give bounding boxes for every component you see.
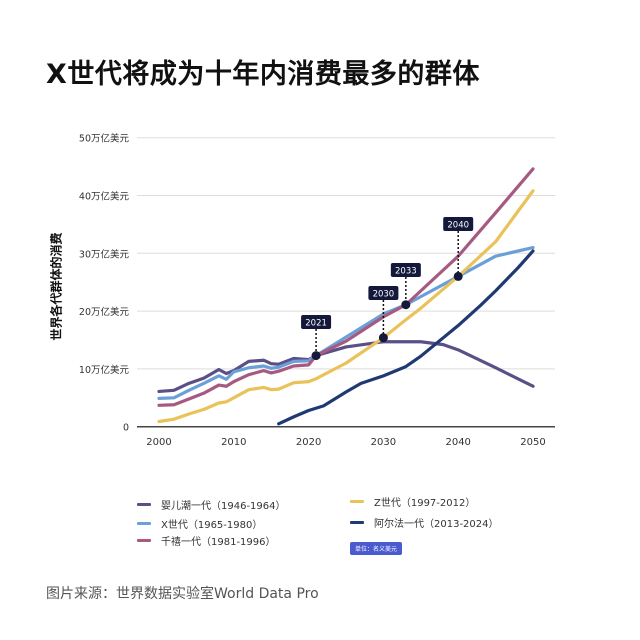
- source-caption: 图片来源：世界数据实验室World Data Pro: [46, 586, 319, 602]
- annotation-point: [378, 333, 388, 343]
- legend-label: 婴儿潮一代（1946-1964）: [161, 501, 286, 512]
- x-tick-label: 2040: [445, 437, 470, 448]
- y-tick-label: 20万亿美元: [79, 306, 130, 318]
- annotation-label-box: [368, 286, 399, 300]
- legend-item: 阿尔法一代（2013-2024）: [350, 515, 499, 530]
- annotation-label: 2021: [305, 319, 327, 329]
- y-tick-label: 10万亿美元: [79, 364, 130, 376]
- series-line-1: [157, 245, 535, 400]
- legend-swatch: [137, 539, 151, 542]
- legend-label: Z世代（1997-2012）: [374, 498, 476, 509]
- series-line-3: [157, 189, 535, 424]
- legend-swatch: [137, 503, 151, 506]
- legend-item: X世代（1965-1980）: [137, 516, 262, 531]
- y-tick-label: 30万亿美元: [79, 248, 130, 260]
- series-line-0: [157, 340, 535, 394]
- legend-item: 婴儿潮一代（1946-1964）: [137, 497, 286, 512]
- annotation-point: [453, 271, 463, 281]
- y-tick-label: 40万亿美元: [79, 191, 130, 203]
- page-title: X世代将成为十年内消费最多的群体: [46, 59, 480, 90]
- y-tick-label: 50万亿美元: [79, 133, 130, 145]
- legend-swatch: [350, 521, 364, 524]
- legend-swatch: [137, 522, 151, 525]
- legend-label: 阿尔法一代（2013-2024）: [374, 519, 499, 530]
- legend-item: Z世代（1997-2012）: [350, 494, 475, 509]
- annotation-label-box: [443, 217, 474, 231]
- x-tick-label: 2010: [221, 437, 246, 448]
- x-tick-label: 2050: [520, 437, 545, 448]
- y-tick-label: 0: [123, 423, 129, 434]
- legend-swatch: [350, 500, 364, 503]
- annotation-label-box: [390, 263, 421, 277]
- legend-label: X世代（1965-1980）: [161, 520, 263, 531]
- series-line-4: [277, 249, 535, 426]
- annotation-label: 2033: [395, 267, 417, 277]
- annotation-label: 2040: [447, 221, 469, 231]
- annotation-label-box: [301, 315, 332, 329]
- annotation-point: [401, 300, 411, 310]
- legend-label: 千禧一代（1981-1996）: [161, 537, 276, 548]
- x-tick-label: 2020: [296, 437, 321, 448]
- unit-badge: 单位：名义美元: [350, 542, 403, 555]
- annotation-label: 2030: [373, 290, 395, 300]
- x-tick-label: 2030: [371, 437, 396, 448]
- legend-item: 千禧一代（1981-1996）: [137, 533, 276, 548]
- annotation-point: [311, 351, 321, 361]
- x-tick-label: 2000: [146, 437, 171, 448]
- series-line-2: [157, 167, 535, 407]
